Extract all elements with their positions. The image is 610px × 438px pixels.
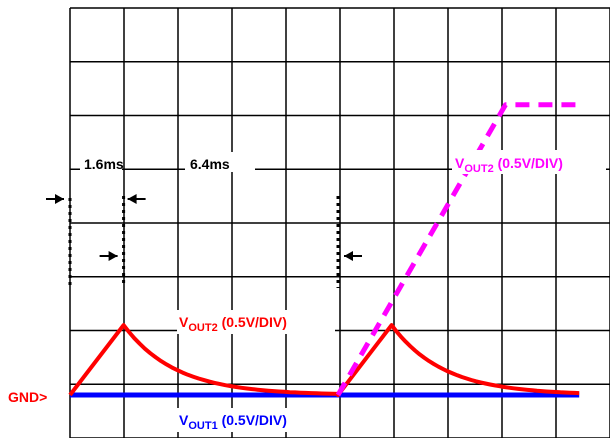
arrow-t2-head xyxy=(344,251,353,261)
vout2-red-label: VOUT2 (0.5V/DIV) xyxy=(179,314,287,334)
graticule-grid xyxy=(69,7,610,438)
vout2-magenta-label-main: V xyxy=(455,155,465,171)
vout2-magenta-label-bg xyxy=(452,150,606,174)
waveform-traces xyxy=(68,102,580,398)
vout2-red-label-sub: OUT2 xyxy=(188,322,217,334)
arrow-t1-bottom-head xyxy=(108,251,118,261)
vout2-red-label-suffix: (0.5V/DIV) xyxy=(218,314,287,330)
vout2-magenta-label: VOUT2 (0.5V/DIV) xyxy=(455,155,563,175)
vout1-label-main: V xyxy=(179,412,189,428)
vout1-label-bg xyxy=(177,408,329,432)
interval-2-label: 6.4ms xyxy=(190,156,230,172)
interval-1-label-bg xyxy=(80,152,122,172)
vout2-red-label-main: V xyxy=(179,314,189,330)
vout2-magenta-label-suffix: (0.5V/DIV) xyxy=(494,155,563,171)
arrow-t0-head xyxy=(55,194,64,204)
vout1-label-suffix: (0.5V/DIV) xyxy=(218,412,287,428)
vout2-magenta-trace xyxy=(335,102,580,397)
vout2-red-label-bg xyxy=(177,310,335,334)
gnd-marker: GND> xyxy=(8,389,47,405)
timing-markers xyxy=(46,194,362,288)
arrow-t1-top-head xyxy=(127,194,137,204)
interval-2-label-bg xyxy=(185,152,255,172)
vout2-magenta-label-sub: OUT2 xyxy=(464,163,493,175)
interval-1-label: 1.6ms xyxy=(84,156,124,172)
vout1-label-sub: OUT1 xyxy=(188,420,217,432)
vout1-label: VOUT1 (0.5V/DIV) xyxy=(179,412,287,432)
